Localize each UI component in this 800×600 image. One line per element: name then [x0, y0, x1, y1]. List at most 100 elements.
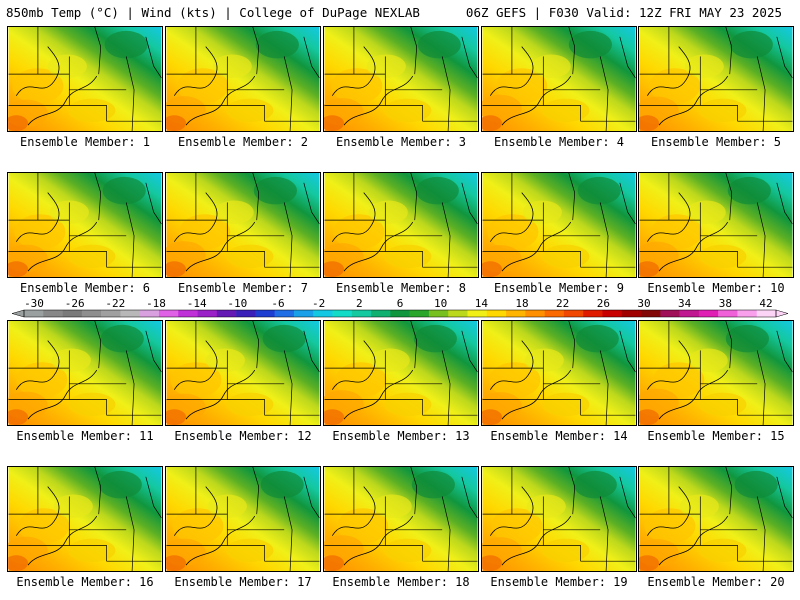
temperature-map — [638, 320, 794, 426]
colorbar-segment — [62, 310, 83, 317]
colorbar-tick-label: 30 — [637, 297, 650, 310]
member-label: Ensemble Member: 3 — [335, 135, 467, 149]
ensemble-member-panel: Ensemble Member: 6 — [7, 172, 163, 303]
colorbar-tick-label: 34 — [678, 297, 692, 310]
colorbar-segment — [737, 310, 758, 317]
ensemble-member-panel: Ensemble Member: 4 — [481, 26, 637, 157]
colorbar-segment — [332, 310, 353, 317]
colorbar-segment — [409, 310, 430, 317]
colorbar-tick-label: 26 — [597, 297, 610, 310]
temperature-map — [7, 466, 163, 572]
ensemble-member-panel: Ensemble Member: 7 — [165, 172, 321, 303]
colorbar-segment — [139, 310, 160, 317]
member-label: Ensemble Member: 18 — [332, 575, 470, 589]
colorbar-segment — [583, 310, 603, 317]
ensemble-member-panel: Ensemble Member: 16 — [7, 466, 163, 597]
member-label: Ensemble Member: 6 — [19, 281, 151, 295]
colorbar-segment — [24, 310, 44, 317]
temperature-map — [7, 172, 163, 278]
temperature-map — [638, 466, 794, 572]
colorbar-tick-label: 2 — [356, 297, 363, 310]
ensemble-member-panel: Ensemble Member: 14 — [481, 320, 637, 451]
colorbar-tick-label: -30 — [24, 297, 44, 310]
colorbar-segment — [81, 310, 102, 317]
colorbar-segment — [467, 310, 488, 317]
colorbar-tick-label: -22 — [105, 297, 125, 310]
colorbar-segment — [216, 310, 237, 317]
colorbar-segment — [486, 310, 507, 317]
temperature-map — [638, 172, 794, 278]
colorbar-segment — [120, 310, 140, 317]
colorbar-segment — [679, 310, 700, 317]
temperature-map — [481, 320, 637, 426]
colorbar-segment — [178, 310, 198, 317]
colorbar-segment — [293, 310, 314, 317]
ensemble-member-panel: Ensemble Member: 17 — [165, 466, 321, 597]
ensemble-member-panel: Ensemble Member: 8 — [323, 172, 479, 303]
colorbar-segment — [544, 310, 565, 317]
colorbar-segment — [158, 310, 179, 317]
ensemble-member-panel: Ensemble Member: 19 — [481, 466, 637, 597]
ensemble-member-panel: Ensemble Member: 11 — [7, 320, 163, 451]
colorbar-segment — [506, 310, 526, 317]
temperature-map — [481, 172, 637, 278]
colorbar-segment — [602, 310, 623, 317]
member-label: Ensemble Member: 8 — [335, 281, 467, 295]
ensemble-member-panel: Ensemble Member: 1 — [7, 26, 163, 157]
temperature-map — [638, 26, 794, 132]
member-label: Ensemble Member: 10 — [647, 281, 785, 295]
ensemble-member-panel: Ensemble Member: 10 — [638, 172, 794, 303]
member-label: Ensemble Member: 12 — [174, 429, 312, 443]
colorbar-segment — [563, 310, 584, 317]
colorbar-tick-label: -6 — [271, 297, 284, 310]
member-label: Ensemble Member: 1 — [19, 135, 151, 149]
colorbar-segment — [660, 310, 680, 317]
temperature-map — [7, 26, 163, 132]
colorbar-segment — [197, 310, 218, 317]
chart-title: 850mb Temp (°C) | Wind (kts) | College o… — [6, 5, 420, 20]
colorbar-tick-label: -14 — [187, 297, 207, 310]
ensemble-member-panel: Ensemble Member: 12 — [165, 320, 321, 451]
temperature-map — [165, 466, 321, 572]
colorbar-tick-label: 38 — [719, 297, 732, 310]
member-label: Ensemble Member: 16 — [16, 575, 154, 589]
ensemble-member-panel: Ensemble Member: 5 — [638, 26, 794, 157]
temperature-map — [165, 320, 321, 426]
temperature-map — [165, 172, 321, 278]
colorbar-segment — [698, 310, 719, 317]
colorbar-tick-label: -18 — [146, 297, 166, 310]
colorbar-segment — [756, 310, 777, 317]
temperature-map — [323, 172, 479, 278]
member-label: Ensemble Member: 11 — [16, 429, 154, 443]
colorbar-segment — [641, 310, 661, 317]
ensemble-member-panel: Ensemble Member: 9 — [481, 172, 637, 303]
temperature-map — [323, 320, 479, 426]
ensemble-member-panel: Ensemble Member: 3 — [323, 26, 479, 157]
temperature-colorbar: -30 -26 -22 -18 -14 -10 -6 -2 2 6 10 14 18 22 26 30 34 38… — [10, 297, 790, 323]
colorbar-segment — [718, 310, 738, 317]
colorbar-tick-label: 18 — [515, 297, 528, 310]
colorbar-segment — [313, 310, 333, 317]
member-label: Ensemble Member: 15 — [647, 429, 785, 443]
colorbar-segment — [43, 310, 63, 317]
ensemble-member-panel: Ensemble Member: 2 — [165, 26, 321, 157]
member-label: Ensemble Member: 2 — [177, 135, 309, 149]
ensemble-member-panel: Ensemble Member: 18 — [323, 466, 479, 597]
member-label: Ensemble Member: 20 — [647, 575, 785, 589]
colorbar-svg: -30 -26 -22 -18 -14 -10 -6 -2 2 6 10 14 18 22 26 30 34 38… — [11, 297, 789, 318]
colorbar-segment — [390, 310, 410, 317]
colorbar-segment — [101, 310, 121, 317]
colorbar-segment — [621, 310, 642, 317]
ensemble-member-panel: Ensemble Member: 13 — [323, 320, 479, 451]
colorbar-segment — [525, 310, 545, 317]
colorbar-segment — [255, 310, 275, 317]
colorbar-tick-label: 10 — [434, 297, 447, 310]
temperature-map — [323, 26, 479, 132]
colorbar-segment — [351, 310, 372, 317]
colorbar-tick-label: 42 — [759, 297, 772, 310]
temperature-map — [323, 466, 479, 572]
member-label: Ensemble Member: 9 — [493, 281, 625, 295]
run-valid-time: 06Z GEFS | F030 Valid: 12Z FRI MAY 23 20… — [465, 5, 782, 20]
temperature-map — [481, 466, 637, 572]
ensemble-member-panel: Ensemble Member: 15 — [638, 320, 794, 451]
